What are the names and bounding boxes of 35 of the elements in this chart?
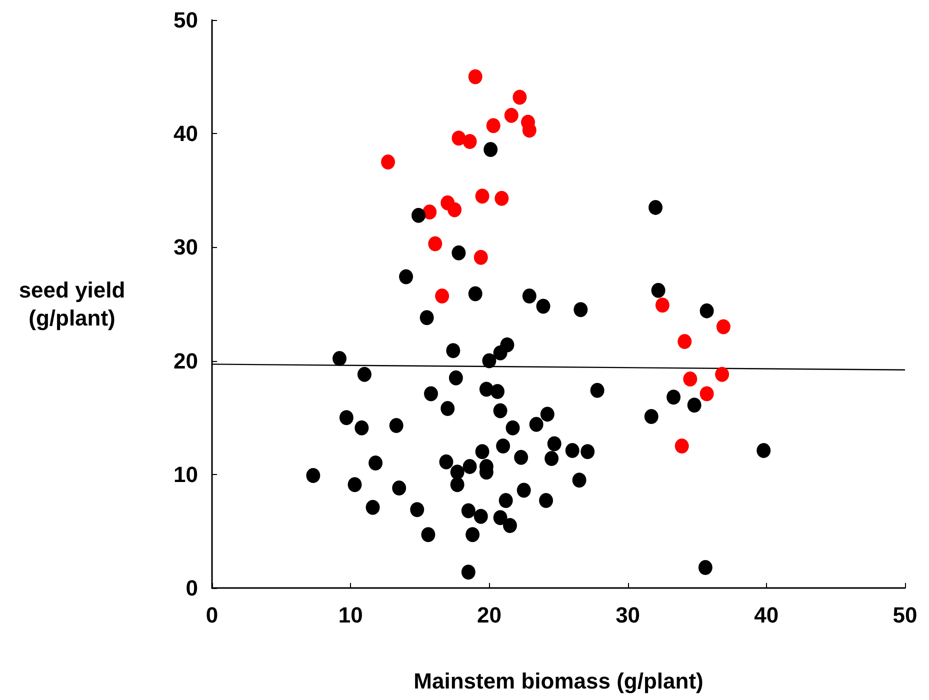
x-tick-label: 20 — [476, 602, 502, 628]
x-axis-title: Mainstem biomass (g/plant) — [414, 668, 704, 694]
point — [448, 202, 462, 218]
x-tick-label: 10 — [338, 602, 363, 628]
y-tick-label: 30 — [174, 234, 198, 260]
x-tick-label: 40 — [754, 602, 779, 628]
point — [422, 204, 437, 220]
point — [494, 190, 509, 206]
point — [475, 188, 490, 204]
point — [486, 118, 500, 134]
y-axis-title: seed yield (g/plant) — [18, 278, 126, 330]
point — [468, 69, 482, 84]
point — [435, 288, 450, 304]
point — [683, 371, 698, 386]
point — [474, 250, 488, 265]
point — [674, 438, 689, 454]
x-tick-label: 50 — [892, 602, 918, 628]
y-tick-label: 20 — [174, 348, 198, 374]
point — [655, 298, 670, 313]
x-tick-label: 30 — [616, 602, 640, 628]
x-tick-label: 0 — [206, 602, 218, 628]
point — [700, 386, 714, 402]
point — [716, 319, 730, 334]
point — [452, 130, 466, 146]
y-tick-label: 10 — [174, 462, 198, 487]
point — [715, 366, 730, 382]
point — [512, 90, 527, 105]
point — [504, 108, 518, 123]
point — [462, 134, 477, 150]
point — [678, 334, 692, 349]
y-tick-label: 40 — [174, 121, 198, 146]
point — [381, 154, 396, 170]
point — [428, 236, 442, 252]
y-tick-label: 50 — [174, 8, 198, 32]
y-tick-label: 0 — [186, 576, 198, 600]
